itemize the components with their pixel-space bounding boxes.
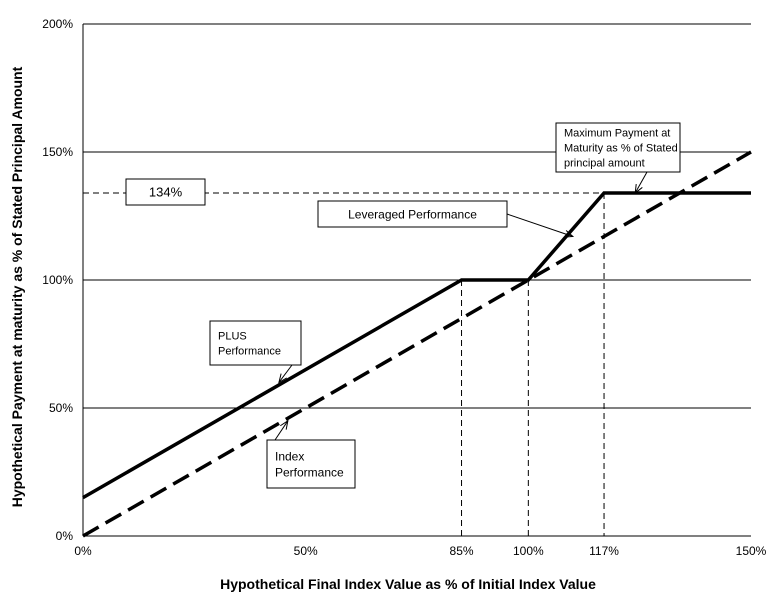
callout-leader: [274, 420, 289, 441]
callout-text-line: 134%: [149, 185, 183, 200]
callout-arrowhead: [634, 183, 643, 195]
callout-arrowhead: [280, 419, 289, 430]
callout-text-line: principal amount: [564, 157, 645, 169]
y-tick-label: 100%: [42, 273, 73, 287]
callout-arrowhead: [278, 373, 287, 384]
callout-text-line: Performance: [218, 345, 281, 357]
reference-lines: [83, 192, 605, 536]
callout-leveraged: Leveraged Performance: [317, 200, 575, 238]
callout-index: Index Performance: [266, 419, 356, 489]
callout-text-line: Maximum Payment at: [564, 127, 670, 139]
y-tick-label: 200%: [42, 17, 73, 31]
callout-text-line: PLUS: [218, 330, 247, 342]
callout-leader: [278, 364, 293, 383]
callout-text-line: Leveraged Performance: [348, 207, 477, 221]
callout-box: [209, 320, 302, 366]
y-tick-label: 150%: [42, 145, 73, 159]
callout-cap: 134%: [125, 178, 206, 206]
tick-labels: 0% 50% 100% 150% 200% 0% 50% 85% 100% 117% 150%: [42, 17, 766, 558]
y-axis-title: Hypothetical Payment at maturity as % of…: [9, 66, 25, 507]
x-tick-label: 0%: [74, 544, 92, 558]
y-tick-label: 0%: [56, 529, 74, 543]
callout-plus: PLUS Performance: [209, 320, 302, 384]
x-axis-title: Hypothetical Final Index Value as % of I…: [220, 576, 596, 592]
x-tick-label: 50%: [294, 544, 318, 558]
x-tick-label: 85%: [450, 544, 474, 558]
series-lines: [82, 150, 752, 538]
gridlines: [83, 23, 751, 409]
callout-box: [266, 439, 356, 489]
callout-text-line: Index: [275, 449, 304, 463]
callout-max-payment: Maximum Payment at Maturity as % of State…: [555, 122, 681, 195]
callout-leader: [634, 171, 648, 194]
callout-text-line: Performance: [275, 465, 344, 479]
callout-leader: [506, 213, 574, 237]
plot-frame: [82, 24, 751, 537]
annotations: 134% Maximum Payment at Maturity as % of S…: [125, 122, 681, 489]
callout-box: [125, 178, 206, 206]
x-tick-label: 100%: [513, 544, 544, 558]
callout-text-line: Maturity as % of Stated: [564, 142, 678, 154]
callout-box: [555, 122, 681, 173]
plus-payoff-line: [82, 191, 751, 500]
callout-arrowhead: [563, 230, 575, 238]
callout-box: [317, 200, 508, 228]
y-tick-label: 50%: [49, 401, 73, 415]
x-tick-label: 150%: [736, 544, 767, 558]
x-tick-label: 117%: [589, 544, 619, 558]
